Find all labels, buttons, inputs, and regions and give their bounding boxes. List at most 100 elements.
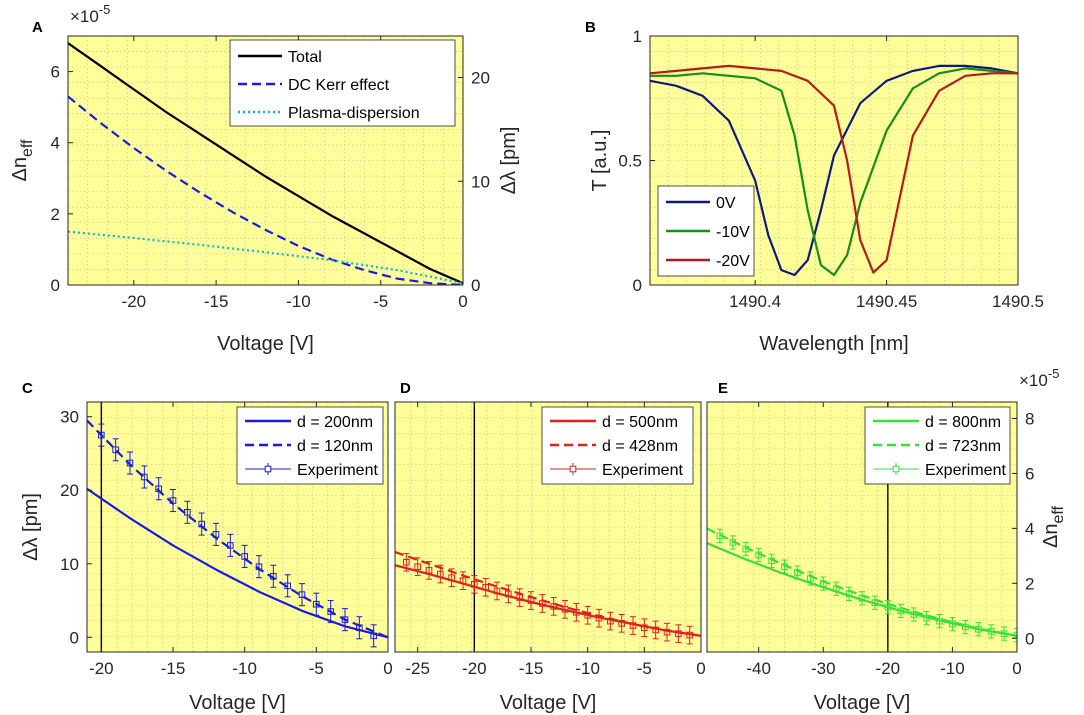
panel-d: -25 -20 -15 -10 -5 0 Voltage [V] d = 500nm d = 4… (394, 401, 706, 714)
data-point (527, 597, 535, 604)
y-right-tick-label: 4 (1025, 519, 1034, 538)
x-tick-label: -20 (89, 659, 114, 678)
data-point (755, 551, 762, 559)
legend-label: d = 120nm (297, 438, 373, 455)
series-d-120nm (87, 419, 388, 639)
legend: d = 800nm d = 723nm Experiment (864, 406, 1011, 485)
panel-b: 1490.4 1490.45 1490.5 0 0.5 1 Wavelength [nm] T… (589, 27, 1044, 355)
data-point (936, 617, 943, 625)
series-experiment (98, 423, 377, 648)
y-right-tick-label: 0 (1025, 629, 1034, 648)
x-tick-label: -25 (405, 659, 430, 678)
x-tick-label: -20 (462, 659, 487, 678)
data-point (313, 600, 320, 608)
data-point (448, 574, 455, 582)
x-tick-label: -5 (373, 292, 388, 311)
data-point (641, 624, 648, 632)
x-tick-label: 1490.4 (729, 292, 781, 311)
y-right-axis-label-subscript: eff (1050, 505, 1067, 523)
series-experiment (403, 552, 693, 645)
y-right-tick-label: 2 (1025, 574, 1034, 593)
legend-label: d = 723nm (925, 438, 1001, 455)
x-tick-label: 1490.45 (856, 292, 917, 311)
exponent-label: ×10-5 (70, 2, 110, 26)
data-point (768, 557, 775, 565)
data-point (910, 611, 917, 618)
data-point (198, 520, 205, 528)
axes-frame (67, 35, 464, 286)
data-point (618, 620, 625, 627)
legend-label: Experiment (602, 462, 683, 479)
x-tick-label: 0 (458, 292, 467, 311)
y-axis-label-main: Δn (9, 157, 31, 181)
series-dc-kerr-effect (68, 95, 463, 285)
y-axis-label: Δλ [pm] (20, 493, 42, 561)
legend-item: d = 200nm (245, 414, 373, 431)
y-tick-label: 6 (51, 63, 60, 82)
data-point (884, 603, 892, 611)
data-point (987, 628, 995, 635)
exponent-label: ×10-5 (1019, 366, 1059, 390)
y-tick-label: 0 (633, 276, 642, 295)
data-point (356, 624, 363, 632)
data-point (962, 623, 969, 631)
data-point (370, 632, 377, 640)
legend: d = 200nm d = 120nm Experiment (236, 406, 384, 485)
data-point (897, 607, 905, 615)
data-point (414, 563, 421, 571)
data-point (686, 631, 693, 639)
exponent-power: -5 (99, 2, 111, 17)
data-point (781, 563, 788, 571)
data-point (1000, 630, 1008, 637)
legend-item: -20V (666, 253, 750, 270)
data-point (573, 608, 580, 616)
panel-letter-a: A (32, 19, 43, 36)
data-point (561, 606, 569, 613)
data-point (607, 617, 614, 625)
legend-item: Total (238, 49, 322, 66)
y-axis-label: T [a.u.] (589, 130, 611, 192)
legend: Total DC Kerr effect Plasma-dispersion (229, 39, 456, 127)
x-tick-label: -10 (232, 659, 257, 678)
x-axis-label: Wavelength [nm] (759, 333, 908, 355)
legend-label: Plasma-dispersion (288, 105, 420, 122)
panel-e: -40 -30 -20 -10 00 2 4 6 8 Voltage [V] Δneff ×10-5 d… (706, 366, 1067, 714)
data-point (949, 620, 956, 628)
x-tick-label: -10 (286, 292, 311, 311)
y-tick-label: 4 (51, 134, 60, 153)
y-tick-label: 30 (60, 408, 79, 427)
axes-frame (394, 401, 702, 653)
legend-item: -10V (666, 224, 750, 241)
legend-swatch (892, 465, 900, 473)
data-point (482, 583, 489, 591)
x-axis-label: Voltage [V] (189, 692, 286, 714)
data-point (112, 446, 119, 454)
legend-item: d = 120nm (245, 438, 373, 455)
data-point (141, 473, 148, 481)
y-tick-label: 2 (51, 205, 60, 224)
exponent-base: ×10 (70, 7, 99, 26)
data-point (341, 616, 349, 623)
y-right-tick-label: 20 (471, 69, 490, 88)
legend-label: Experiment (925, 462, 1006, 479)
series-20v (650, 64, 1018, 274)
data-point (629, 622, 637, 629)
x-tick-label: -20 (122, 292, 147, 311)
data-point (298, 591, 306, 598)
x-tick-label: 0 (383, 659, 392, 678)
x-tick-label: -15 (519, 659, 544, 678)
data-point (742, 545, 750, 553)
data-point (923, 614, 930, 622)
legend-item: 0V (666, 195, 736, 212)
grid (707, 402, 1017, 652)
legend-swatch (569, 465, 577, 473)
x-axis-label: Voltage [V] (217, 333, 314, 355)
x-tick-label: -5 (309, 659, 324, 678)
data-point (832, 585, 840, 593)
data-point (425, 567, 433, 574)
panel-letter-d: D (400, 380, 411, 397)
y-tick-label: 0 (51, 276, 60, 295)
x-tick-label: 0 (1012, 659, 1021, 678)
